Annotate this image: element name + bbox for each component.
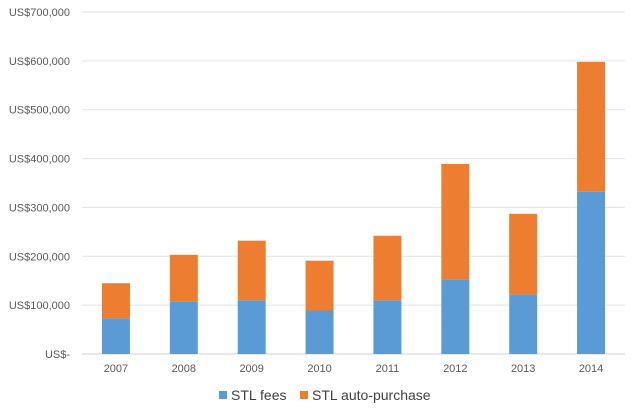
y-axis-ticks: US$- US$100,000 US$200,000 US$300,000 US$400… <box>9 7 71 361</box>
bar-stl-auto-purchase-2012 <box>441 163 470 280</box>
bar-stl-auto-purchase-2007 <box>101 283 130 319</box>
y-tick-label: US$400,000 <box>9 154 70 166</box>
x-tick-label: 2009 <box>239 363 263 375</box>
bar-stl-fees-2012 <box>441 279 470 354</box>
y-tick-label: US$100,000 <box>9 300 70 312</box>
legend-label-stl-fees: STL fees <box>231 387 287 403</box>
x-tick-label: 2014 <box>579 363 603 375</box>
y-tick-label: US$600,000 <box>9 56 70 68</box>
bar-stl-auto-purchase-2009 <box>237 240 266 301</box>
legend-label-stl-auto-purchase: STL auto-purchase <box>312 387 431 403</box>
bar-stl-auto-purchase-2008 <box>169 254 198 302</box>
y-tick-label: US$- <box>45 349 70 361</box>
bar-stl-fees-2011 <box>373 300 402 354</box>
bar-stl-auto-purchase-2011 <box>373 235 402 301</box>
x-tick-label: 2008 <box>172 363 196 375</box>
legend: STL fees STL auto-purchase <box>219 387 431 403</box>
bar-stl-fees-2009 <box>237 300 266 354</box>
y-tick-label: US$700,000 <box>9 7 70 19</box>
bar-stl-fees-2010 <box>305 310 334 354</box>
x-axis-ticks: 2007 2008 2009 2010 2011 2012 2013 2014 <box>104 363 604 375</box>
bar-stl-fees-2014 <box>577 191 606 354</box>
gridlines <box>82 11 625 355</box>
x-tick-label: 2012 <box>443 363 467 375</box>
x-tick-label: 2010 <box>307 363 331 375</box>
y-tick-label: US$300,000 <box>9 202 70 214</box>
bar-stl-auto-purchase-2014 <box>577 61 606 192</box>
bars <box>101 61 606 354</box>
legend-swatch-stl-fees <box>219 391 227 399</box>
x-tick-label: 2011 <box>376 363 400 375</box>
bar-stl-auto-purchase-2013 <box>509 213 538 295</box>
legend-swatch-stl-auto-purchase <box>300 391 308 399</box>
bar-stl-fees-2007 <box>101 318 130 354</box>
y-tick-label: US$500,000 <box>9 105 70 117</box>
x-tick-label: 2007 <box>104 363 128 375</box>
y-tick-label: US$200,000 <box>9 251 70 263</box>
bar-stl-auto-purchase-2010 <box>305 260 334 311</box>
x-tick-label: 2013 <box>511 363 535 375</box>
bar-stl-fees-2008 <box>169 301 198 354</box>
bar-stl-fees-2013 <box>509 294 538 354</box>
